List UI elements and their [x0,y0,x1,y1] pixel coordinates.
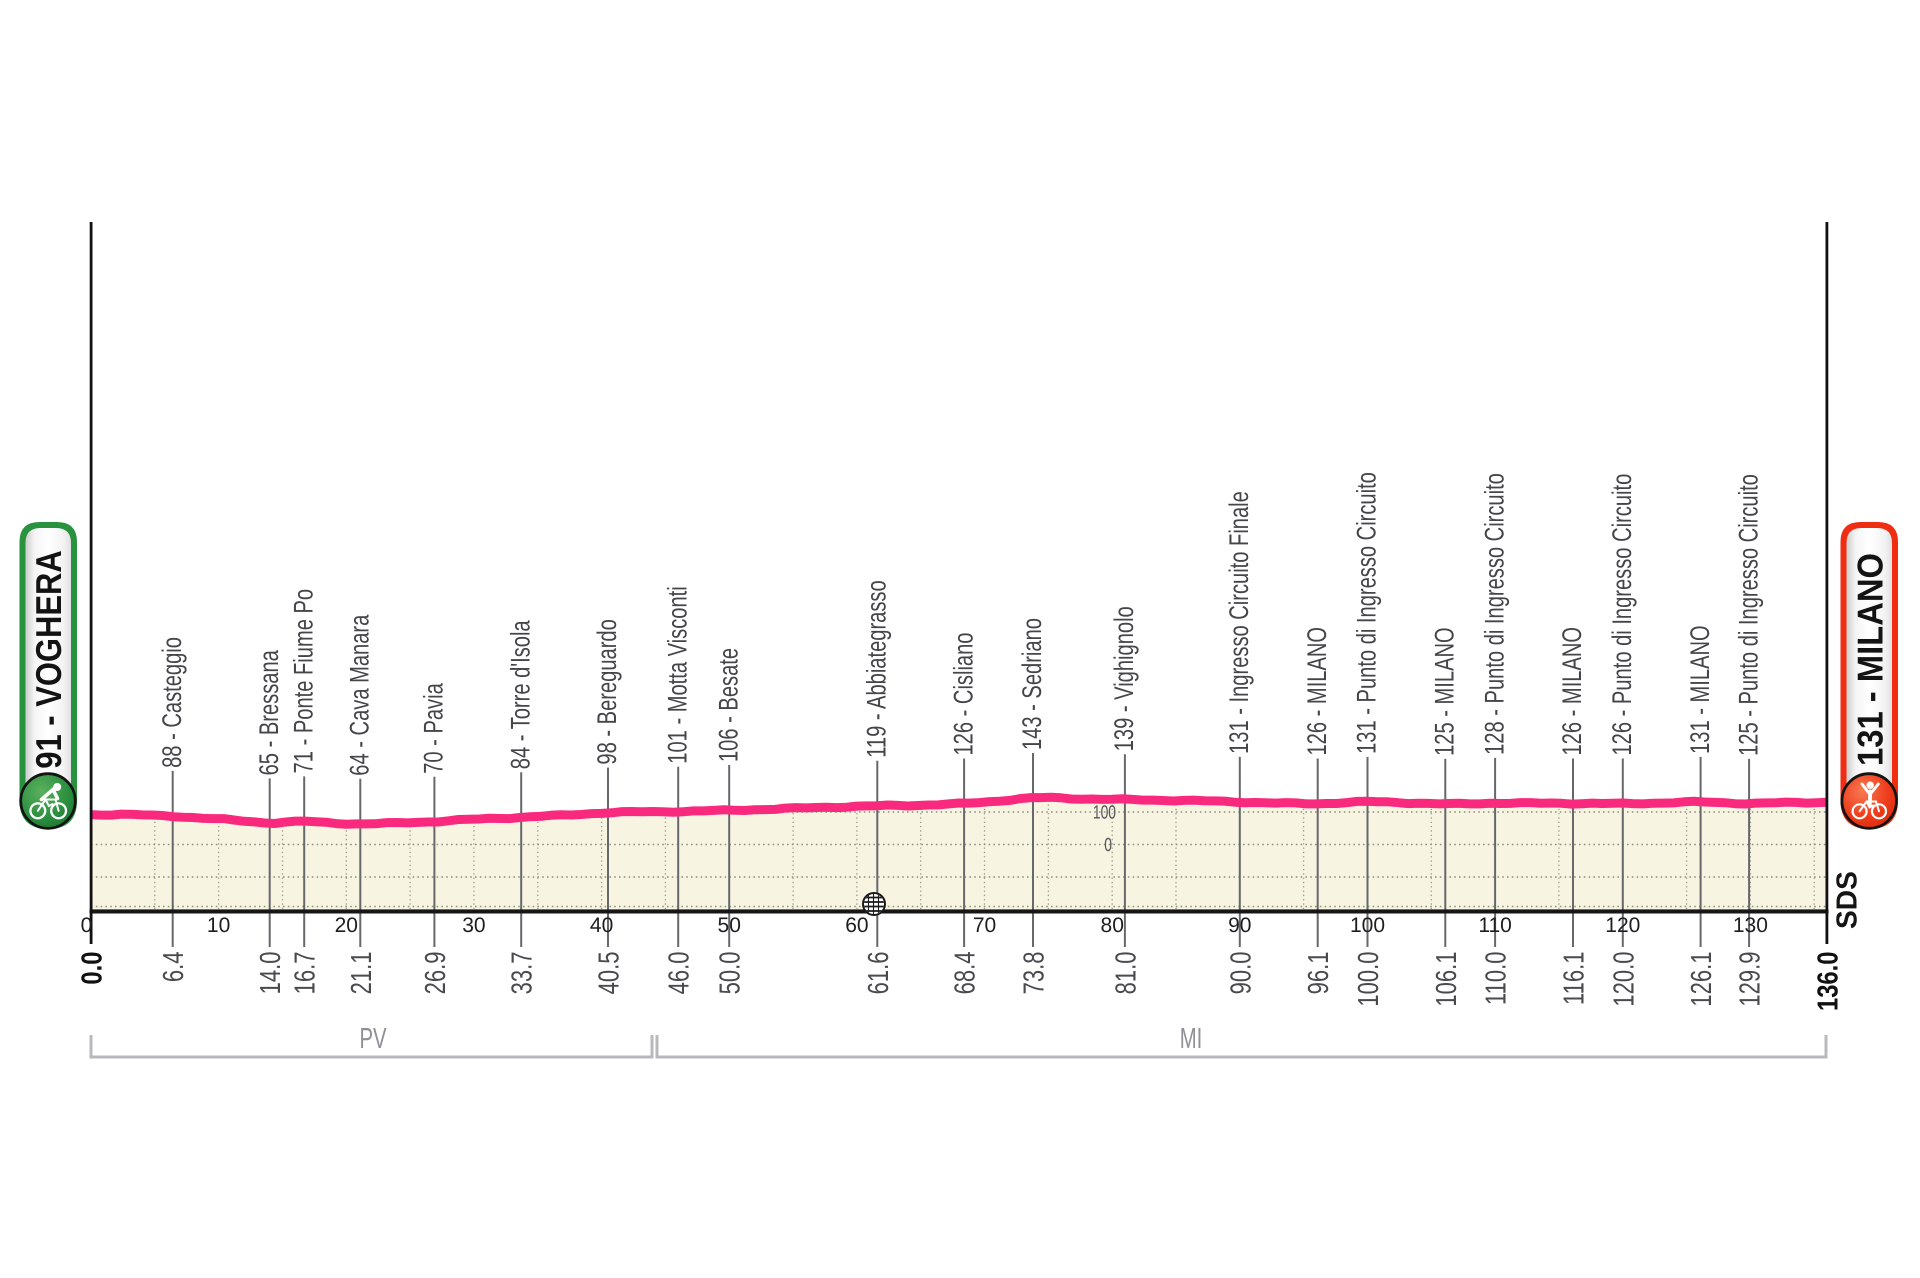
svg-text:90: 90 [1228,914,1251,937]
svg-text:106 - Besate: 106 - Besate [713,648,743,762]
svg-text:33.7: 33.7 [507,952,539,995]
svg-text:70 - Pavia: 70 - Pavia [419,683,449,774]
svg-text:10: 10 [207,914,230,937]
svg-text:130: 130 [1733,914,1768,937]
svg-text:SDS: SDS [1832,871,1864,929]
svg-text:91 - VOGHERA: 91 - VOGHERA [28,550,69,768]
svg-text:136.0: 136.0 [1813,952,1845,1012]
svg-text:73.8: 73.8 [1019,952,1051,995]
svg-text:126 - Cisliano: 126 - Cisliano [948,633,978,756]
svg-text:139 - Vighignolo: 139 - Vighignolo [1109,606,1139,751]
svg-text:40.5: 40.5 [594,952,626,995]
svg-text:126 - MILANO: 126 - MILANO [1557,627,1587,756]
svg-text:100: 100 [1093,803,1116,824]
svg-text:68.4: 68.4 [950,952,982,995]
svg-text:88 - Casteggio: 88 - Casteggio [157,637,187,768]
svg-text:70: 70 [973,914,996,937]
svg-text:PV: PV [359,1023,387,1055]
svg-text:80: 80 [1101,914,1124,937]
svg-text:98 - Bereguardo: 98 - Bereguardo [592,619,622,764]
svg-text:131 - MILANO: 131 - MILANO [1685,625,1715,754]
svg-text:6.4: 6.4 [158,952,190,983]
svg-text:81.0: 81.0 [1110,952,1142,995]
svg-text:21.1: 21.1 [346,952,378,995]
svg-text:0: 0 [81,914,93,937]
svg-text:100: 100 [1350,914,1385,937]
svg-text:0: 0 [1104,835,1112,856]
svg-text:126.1: 126.1 [1686,952,1718,1007]
svg-text:125 - MILANO: 125 - MILANO [1430,627,1460,756]
svg-text:30: 30 [462,914,485,937]
svg-text:40: 40 [590,914,613,937]
svg-text:26.9: 26.9 [420,952,452,995]
svg-text:120.0: 120.0 [1608,952,1640,1007]
svg-text:MI: MI [1180,1023,1203,1055]
svg-text:90.0: 90.0 [1225,952,1257,995]
svg-text:96.1: 96.1 [1303,952,1335,995]
svg-text:65 - Bressana: 65 - Bressana [254,649,284,775]
svg-text:71 - Ponte Fiume Po: 71 - Ponte Fiume Po [288,589,318,773]
svg-text:50: 50 [718,914,741,937]
svg-text:16.7: 16.7 [290,952,322,995]
svg-text:84 - Torre d'Isola: 84 - Torre d'Isola [505,620,535,770]
svg-text:20: 20 [335,914,358,937]
svg-text:119 - Abbiategrasso: 119 - Abbiategrasso [862,580,892,757]
svg-text:100.0: 100.0 [1353,952,1385,1007]
svg-text:126 - MILANO: 126 - MILANO [1302,627,1332,756]
svg-text:126 - Punto di Ingresso Circui: 126 - Punto di Ingresso Circuito [1607,474,1637,756]
svg-text:61.6: 61.6 [863,952,895,995]
svg-text:60: 60 [845,914,868,937]
svg-text:110: 110 [1478,914,1511,937]
svg-text:120: 120 [1605,914,1640,937]
svg-text:143 - Sedriano: 143 - Sedriano [1017,618,1047,750]
svg-text:14.0: 14.0 [255,952,287,995]
svg-text:129.9: 129.9 [1735,952,1767,1007]
svg-text:64 - Cava Manara: 64 - Cava Manara [345,614,375,776]
svg-text:128 - Punto di Ingresso Circui: 128 - Punto di Ingresso Circuito [1479,473,1509,755]
svg-text:110.0: 110.0 [1481,952,1513,1006]
svg-text:106.1: 106.1 [1431,952,1463,1007]
svg-text:131 - Ingresso Circuito Finale: 131 - Ingresso Circuito Finale [1224,491,1254,754]
svg-text:46.0: 46.0 [664,952,696,995]
svg-text:131 - MILANO: 131 - MILANO [1849,553,1890,766]
svg-text:50.0: 50.0 [715,952,747,995]
svg-text:101 - Motta Visconti: 101 - Motta Visconti [662,586,692,763]
svg-text:116.1: 116.1 [1559,952,1591,1006]
svg-text:0.0: 0.0 [77,952,109,985]
svg-text:125 - Punto di Ingresso Circui: 125 - Punto di Ingresso Circuito [1733,474,1763,756]
svg-text:131 - Punto di Ingresso Circui: 131 - Punto di Ingresso Circuito [1352,472,1382,754]
